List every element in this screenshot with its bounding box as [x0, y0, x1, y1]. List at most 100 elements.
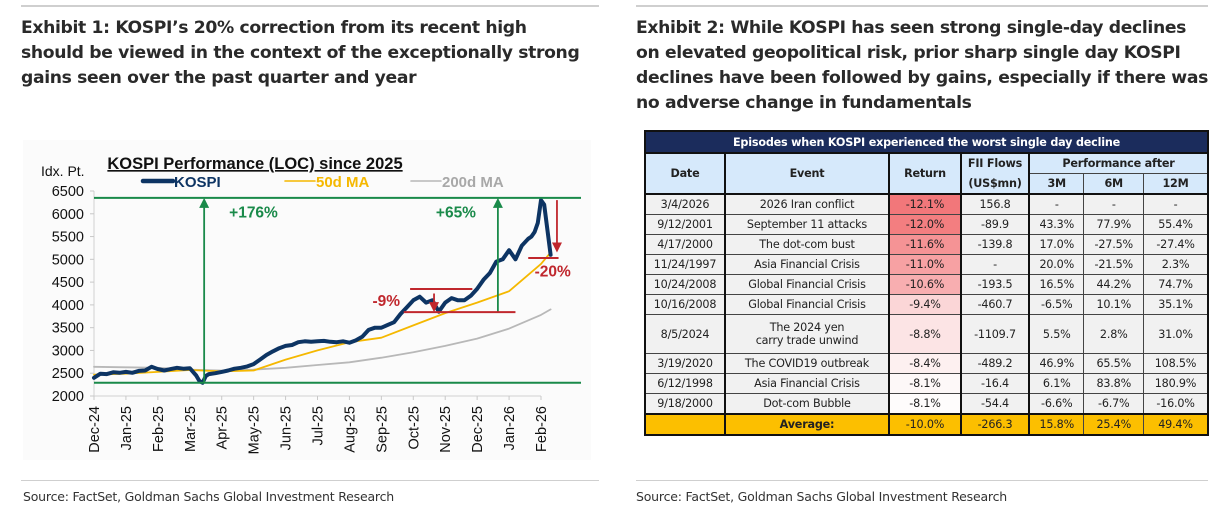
cell-avg-label: Average: [724, 413, 890, 436]
table-title: Episodes when KOSPI experienced the wors… [644, 130, 1209, 154]
cell-date: 9/18/2000 [644, 393, 726, 415]
x-tick-label: Jan-25 [119, 406, 135, 450]
y-tick-label: 3500 [52, 321, 84, 337]
cell-avg-6m: 25.4% [1083, 413, 1145, 436]
decline-episodes-table: Episodes when KOSPI experienced the wors… [644, 130, 1209, 436]
series-50d-ma-line [93, 251, 552, 376]
cell-perf-6m: 44.2% [1083, 274, 1145, 295]
x-tick-label: Dec-24 [87, 406, 103, 453]
cell-perf-6m: 10.1% [1083, 294, 1145, 315]
kospi-chart-svg: KOSPI Performance (LOC) since 2025 Idx. … [41, 155, 581, 454]
cell-fii-flows: -139.8 [960, 234, 1030, 255]
cell-perf-3m: -6.5% [1028, 294, 1085, 315]
cell-return: -11.0% [888, 254, 962, 275]
y-tick-label: 2500 [52, 366, 84, 382]
table-row: 3/19/2020 The COVID19 outbreak -8.4% -489.2… [644, 353, 1209, 374]
drawdown-9-arrow-head [429, 302, 440, 313]
exhibit1-title: Exhibit 1: KOSPI’s 20% correction from i… [21, 18, 580, 88]
cell-perf-3m: 6.1% [1028, 373, 1085, 394]
cell-event: Asia Financial Crisis [724, 254, 890, 275]
x-tick-label: May-25 [247, 406, 263, 454]
header-date: Date [644, 152, 726, 195]
exhibit2-source: Source: FactSet, Goldman Sachs Global In… [636, 489, 1007, 504]
cell-return: -12.1% [888, 193, 962, 215]
legend-label: KOSPI [174, 174, 221, 191]
drawdown-20-arrow-head [551, 242, 562, 253]
y-tick-label: 6000 [52, 207, 84, 223]
table-row-average: Average: -10.0% -266.3 15.8% 25.4% 49.4% [644, 413, 1209, 436]
cell-date: 3/19/2020 [644, 353, 726, 374]
x-tick-label: Oct-25 [406, 406, 422, 450]
header-3m: 3M [1028, 173, 1085, 195]
table-row: 8/5/2024 The 2024 yen carry trade unwind -8… [644, 314, 1209, 354]
table-row: 4/17/2000 The dot-com bust -11.6% -139.8 17.… [644, 234, 1209, 255]
kospi-chart: KOSPI Performance (LOC) since 2025 Idx. … [23, 140, 591, 460]
cell-perf-6m: - [1083, 193, 1145, 215]
cell-event-line: The 2024 yen [769, 321, 845, 334]
x-tick-label: Feb-26 [534, 406, 550, 452]
gain-65-label: +65% [436, 204, 476, 221]
cell-perf-3m: 16.5% [1028, 274, 1085, 295]
cell-fii-flows: -54.4 [960, 393, 1030, 415]
legend-label: 200d MA [442, 174, 504, 191]
cell-return: -10.6% [888, 274, 962, 295]
x-tick-label: Apr-25 [215, 406, 231, 450]
cell-perf-12m: 180.9% [1143, 373, 1209, 394]
cell-perf-6m: -6.7% [1083, 393, 1145, 415]
cell-date: 11/24/1997 [644, 254, 726, 275]
cell-fii-flows: -1109.7 [960, 314, 1030, 354]
cell-date: 6/12/1998 [644, 373, 726, 394]
cell-fii-flows: 156.8 [960, 193, 1030, 215]
cell-return: -8.1% [888, 393, 962, 415]
table-row: 10/24/2008 Global Financial Crisis -10.6% -… [644, 274, 1209, 295]
y-tick-label: 5000 [52, 252, 84, 268]
annotations-group: +176% +65% -9% -20% [94, 196, 581, 384]
series-group [92, 198, 553, 385]
cell-fii-flows: - [960, 254, 1030, 275]
cell-event: The 2024 yen carry trade unwind [724, 314, 890, 354]
cell-event-line: carry trade unwind [755, 334, 859, 347]
cell-fii-flows: -193.5 [960, 274, 1030, 295]
cell-perf-12m: -27.4% [1143, 234, 1209, 255]
header-performance-after: Performance after [1028, 152, 1209, 174]
cell-return: -8.4% [888, 353, 962, 374]
cell-perf-12m: -16.0% [1143, 393, 1209, 415]
exhibit2-title: Exhibit 2: While KOSPI has seen strong s… [636, 18, 1208, 113]
cell-event: Dot-com Bubble [724, 393, 890, 415]
cell-perf-3m: 46.9% [1028, 353, 1085, 374]
cell-fii-flows: -16.4 [960, 373, 1030, 394]
x-tick-label: Jan-26 [502, 406, 518, 450]
y-tick-label: 3000 [52, 343, 84, 359]
cell-event: September 11 attacks [724, 214, 890, 235]
y-tick-label: 2000 [52, 389, 84, 405]
x-tick-label: Feb-25 [151, 406, 167, 452]
cell-perf-6m: 65.5% [1083, 353, 1145, 374]
cell-date: 4/17/2000 [644, 234, 726, 255]
drawdown-9-label: -9% [373, 293, 401, 310]
cell-fii-flows: -89.9 [960, 214, 1030, 235]
cell-event: Global Financial Crisis [724, 294, 890, 315]
cell-event: The dot-com bust [724, 234, 890, 255]
exhibit1-bottom-rule [21, 480, 599, 481]
header-12m: 12M [1143, 173, 1209, 195]
cell-event: 2026 Iran conflict [724, 193, 890, 215]
legend-label: 50d MA [316, 174, 370, 191]
cell-perf-3m: 5.5% [1028, 314, 1085, 354]
header-fii-units: (US$mn) [960, 173, 1030, 195]
exhibit1-top-rule [21, 5, 599, 7]
cell-date: 3/4/2026 [644, 193, 726, 215]
cell-perf-6m: 2.8% [1083, 314, 1145, 354]
cell-return: -11.6% [888, 234, 962, 255]
header-6m: 6M [1083, 173, 1145, 195]
cell-event: Asia Financial Crisis [724, 373, 890, 394]
cell-return: -8.8% [888, 314, 962, 354]
cell-date: 9/12/2001 [644, 214, 726, 235]
table-row: 11/24/1997 Asia Financial Crisis -11.0% -20… [644, 254, 1209, 275]
x-tick-label: Aug-25 [342, 406, 358, 453]
header-event: Event [724, 152, 890, 195]
y-tick-label: 6500 [52, 184, 84, 200]
cell-avg-blank [644, 413, 726, 436]
cell-perf-3m: 20.0% [1028, 254, 1085, 275]
axes: 6500 6000 5500 5000 4500 4000 3500 3000 2500 2000… [52, 184, 550, 454]
x-tick-label: Nov-25 [438, 406, 454, 453]
